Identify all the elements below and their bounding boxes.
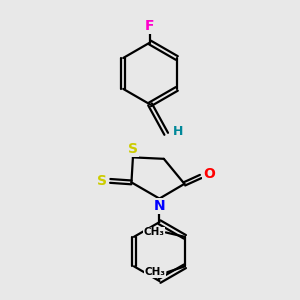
- Text: O: O: [203, 167, 215, 181]
- Text: H: H: [173, 125, 184, 138]
- Text: N: N: [154, 199, 165, 213]
- Text: S: S: [128, 142, 138, 156]
- Text: CH₃: CH₃: [145, 267, 166, 277]
- Text: S: S: [97, 174, 107, 188]
- Text: CH₃: CH₃: [143, 227, 164, 237]
- Text: F: F: [145, 19, 155, 33]
